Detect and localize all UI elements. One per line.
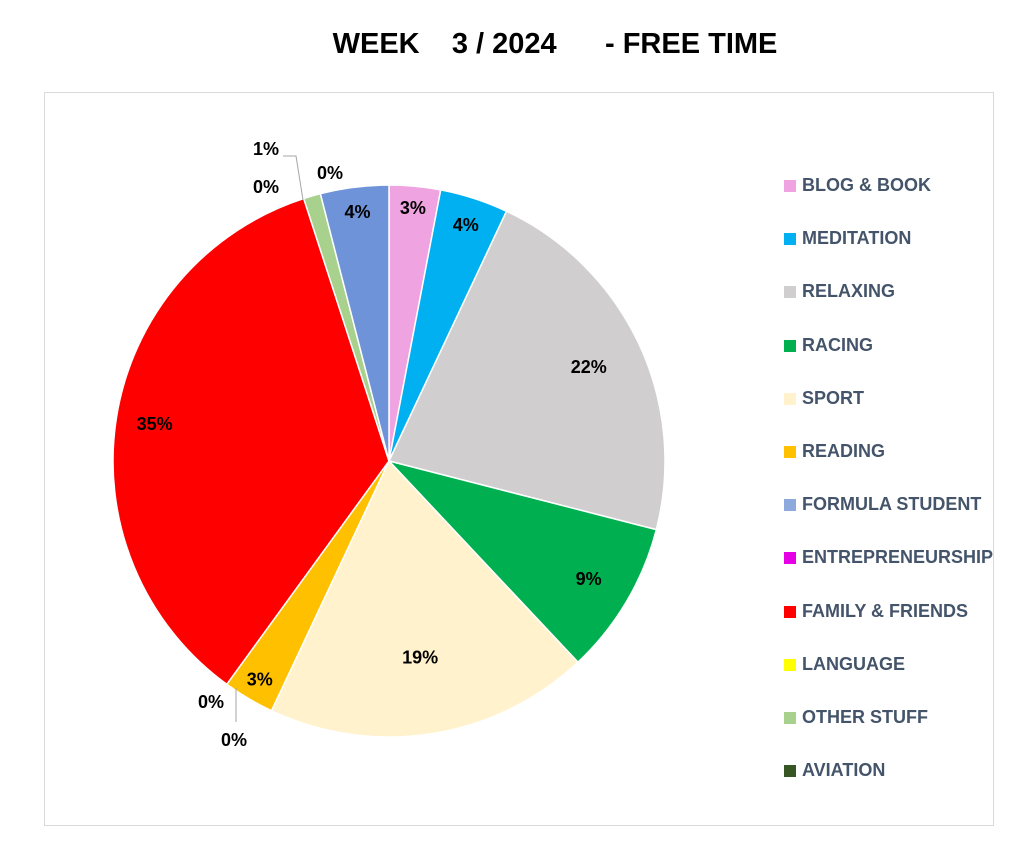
legend-item-racing: RACING bbox=[784, 335, 997, 356]
legend-label-reading: READING bbox=[802, 441, 886, 461]
legend-item-sport: SPORT bbox=[784, 388, 997, 409]
legend-item-reading: READING bbox=[784, 441, 997, 462]
legend-swatch-meditation bbox=[784, 233, 796, 246]
legend-swatch-entrepreneurship bbox=[784, 552, 796, 565]
data-label-formula-student: 4% bbox=[344, 202, 370, 222]
legend-swatch-blog-book bbox=[784, 180, 796, 192]
legend-label-other-stuff: OTHER STUFF bbox=[802, 707, 928, 727]
legend-label-meditation: MEDITATION bbox=[802, 228, 912, 249]
legend-swatch-family-friends bbox=[784, 605, 796, 618]
pie-slice-relaxing bbox=[387, 210, 666, 531]
data-label-blog-book: 3% bbox=[400, 198, 426, 218]
legend-label-aviation: AVIATION bbox=[802, 760, 886, 781]
legend-swatch-aviation bbox=[784, 765, 796, 778]
legend-swatch-formula-student bbox=[784, 499, 796, 512]
legend-label-relaxing: RELAXING bbox=[802, 281, 896, 302]
legend-swatch-reading bbox=[784, 446, 796, 458]
data-label-language: 0% bbox=[253, 177, 279, 197]
data-label-other-stuff: 1% bbox=[253, 139, 279, 159]
data-label-reading: 3% bbox=[247, 670, 273, 690]
legend-item-other-stuff: OTHER STUFF bbox=[784, 707, 997, 728]
legend-label-formula-student: FORMULA STUDENT bbox=[802, 494, 982, 515]
data-label-racing: 9% bbox=[576, 569, 602, 589]
data-label-sport: 19% bbox=[402, 647, 438, 667]
pie-slices bbox=[112, 184, 666, 738]
legend-item-formula-student: FORMULA STUDENT bbox=[784, 494, 997, 515]
legend-item-meditation: MEDITATION bbox=[784, 228, 997, 249]
legend-swatch-other-stuff bbox=[784, 712, 796, 724]
pie-slice-family-friends bbox=[112, 197, 390, 686]
legend-label-sport: SPORT bbox=[802, 387, 865, 408]
pie-slice-formula-student bbox=[319, 184, 390, 462]
legend-label-blog-book: BLOG & BOOK bbox=[802, 175, 931, 195]
data-label-meditation: 4% bbox=[453, 215, 479, 235]
legend-label-language: LANGUAGE bbox=[802, 653, 905, 674]
legend-label-entrepreneurship: ENTREPRENEURSHIP bbox=[802, 547, 994, 568]
pie-slice-sport bbox=[270, 459, 580, 738]
data-label-formula-student: 0% bbox=[198, 692, 224, 712]
chart-frame bbox=[44, 92, 994, 826]
legend-swatch-racing bbox=[784, 339, 796, 352]
legend-item-language: LANGUAGE bbox=[784, 654, 997, 675]
data-labels: 3%4%22%9%19%3%0%0%35%0%1%0%4% bbox=[137, 139, 607, 750]
legend-item-blog-book: BLOG & BOOK bbox=[784, 175, 997, 196]
chart-title: WEEK 3 / 2024 - FREE TIME bbox=[332, 28, 778, 60]
leader-lines bbox=[235, 155, 304, 722]
data-label-aviation: 0% bbox=[317, 163, 343, 183]
data-label-relaxing: 22% bbox=[571, 357, 607, 377]
data-label-entrepreneurship: 0% bbox=[221, 730, 247, 750]
data-label-family-friends: 35% bbox=[137, 414, 173, 434]
legend-swatch-relaxing bbox=[784, 286, 796, 299]
legend-swatch-sport bbox=[784, 392, 796, 405]
legend-item-entrepreneurship: ENTREPRENEURSHIP bbox=[784, 547, 997, 568]
legend-label-family-friends: FAMILY & FRIENDS bbox=[802, 600, 969, 621]
legend-item-relaxing: RELAXING bbox=[784, 281, 997, 302]
legend-item-aviation: AVIATION bbox=[784, 760, 997, 781]
legend-item-family-friends: FAMILY & FRIENDS bbox=[784, 601, 997, 622]
leader-line-other-stuff bbox=[283, 155, 304, 201]
legend-swatch-language bbox=[784, 658, 796, 671]
legend-label-racing: RACING bbox=[802, 334, 873, 355]
pie-slice-racing bbox=[386, 459, 658, 664]
